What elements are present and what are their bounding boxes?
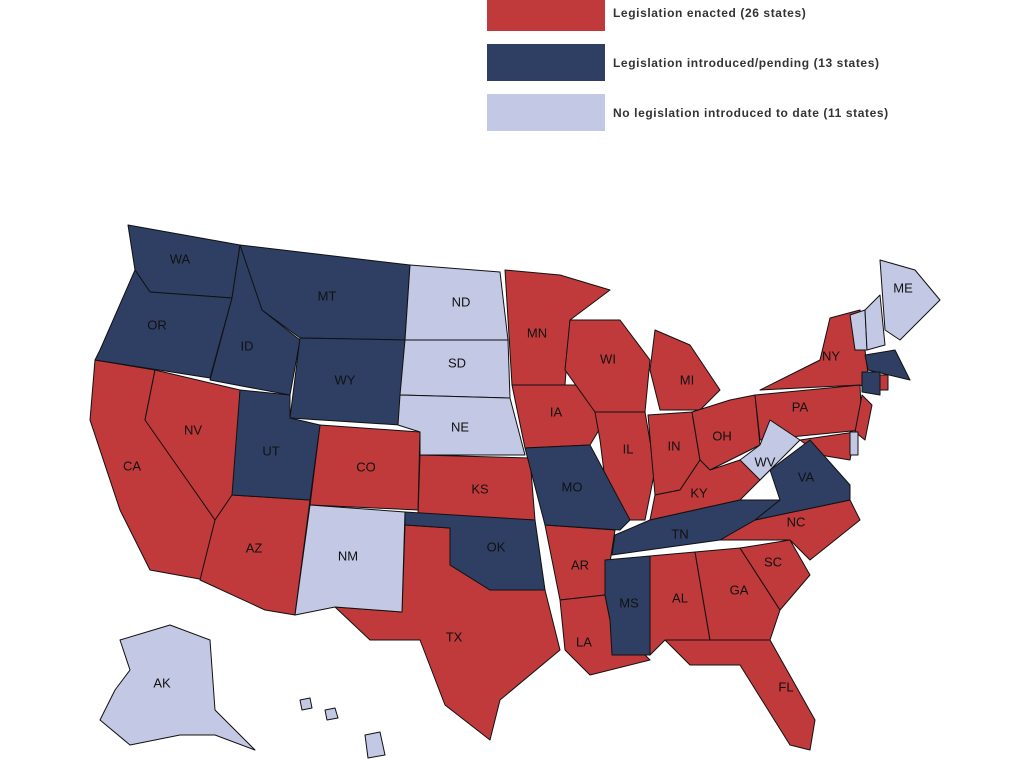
state-label: ME bbox=[893, 280, 913, 295]
state-label: WA bbox=[170, 251, 191, 266]
state bbox=[397, 394, 526, 456]
state-label: NM bbox=[338, 548, 358, 563]
legend-label: Legislation introduced/pending (13 state… bbox=[613, 56, 880, 70]
state-label: WY bbox=[335, 372, 356, 387]
states bbox=[89, 224, 941, 759]
state-label: OH bbox=[712, 428, 732, 443]
state-label: NV bbox=[184, 422, 202, 437]
state bbox=[294, 504, 406, 616]
state-label: LA bbox=[576, 634, 592, 649]
state bbox=[864, 349, 911, 381]
state-label: MT bbox=[318, 288, 337, 303]
state-label: OK bbox=[487, 539, 506, 554]
state-label: NC bbox=[787, 514, 806, 529]
state-label: IL bbox=[623, 441, 634, 456]
legend: Legislation enacted (26 states) Legislati… bbox=[487, 0, 889, 131]
state bbox=[324, 707, 339, 721]
state-label: NY bbox=[822, 348, 840, 363]
state bbox=[754, 439, 851, 521]
state-label: KY bbox=[690, 485, 708, 500]
state bbox=[759, 309, 871, 391]
state-label: AK bbox=[153, 675, 171, 690]
state-label: ND bbox=[452, 294, 471, 309]
state-label: FL bbox=[778, 679, 793, 694]
legend-swatch bbox=[487, 0, 605, 31]
legend-swatch bbox=[487, 44, 605, 81]
state bbox=[861, 371, 881, 396]
state-label: AL bbox=[672, 590, 688, 605]
state-label: MI bbox=[680, 372, 694, 387]
state bbox=[664, 639, 816, 751]
state-label: KS bbox=[471, 481, 489, 496]
state bbox=[299, 697, 313, 711]
state-label: ID bbox=[241, 338, 254, 353]
state-label: MS bbox=[619, 595, 639, 610]
state-label: OR bbox=[147, 317, 167, 332]
state bbox=[739, 419, 801, 481]
state bbox=[404, 511, 546, 591]
state bbox=[694, 547, 781, 641]
state-label: AR bbox=[571, 557, 589, 572]
state-label: CO bbox=[356, 459, 376, 474]
state-label: IN bbox=[668, 438, 681, 453]
state-label: SC bbox=[764, 554, 782, 569]
state-label: WI bbox=[600, 351, 616, 366]
state bbox=[739, 539, 811, 611]
state-label: GA bbox=[730, 582, 749, 597]
state bbox=[864, 294, 886, 351]
state bbox=[849, 431, 859, 456]
legend-label: No legislation introduced to date (11 st… bbox=[613, 106, 889, 120]
state bbox=[231, 389, 321, 501]
legend-label: Legislation enacted (26 states) bbox=[613, 6, 806, 20]
state-label: AZ bbox=[246, 540, 263, 555]
state-labels: CA NV AZ CO KS TX MN IA AR LA WI IL MI IN OH KY AL GA SC NC… bbox=[123, 251, 913, 694]
state bbox=[854, 394, 873, 441]
state bbox=[604, 555, 651, 656]
state bbox=[364, 731, 386, 759]
state-label: TX bbox=[446, 629, 463, 644]
legend-swatch bbox=[487, 94, 605, 131]
state-label: WV bbox=[755, 454, 776, 469]
state-label: MO bbox=[562, 479, 583, 494]
state bbox=[649, 329, 721, 411]
state-label: SD bbox=[448, 355, 466, 370]
state-label: TN bbox=[671, 526, 688, 541]
state-label: IA bbox=[550, 404, 563, 419]
state-label: UT bbox=[262, 443, 279, 458]
state bbox=[879, 374, 889, 391]
state-label: MN bbox=[527, 325, 547, 340]
state bbox=[594, 411, 656, 521]
state bbox=[524, 444, 631, 531]
state-label: PA bbox=[792, 399, 809, 414]
state-label: NE bbox=[451, 419, 469, 434]
state-label: CA bbox=[123, 458, 141, 473]
state bbox=[879, 259, 941, 341]
state bbox=[99, 624, 256, 751]
state-label: VA bbox=[798, 469, 815, 484]
